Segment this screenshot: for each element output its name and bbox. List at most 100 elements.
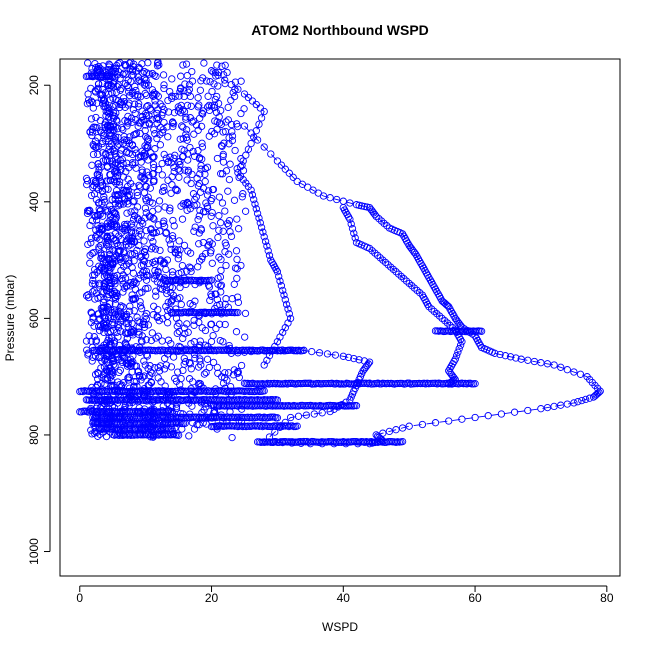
data-point — [300, 346, 308, 355]
data-point — [255, 120, 263, 128]
data-point — [187, 102, 195, 110]
data-point — [524, 406, 532, 415]
data-point — [104, 254, 112, 263]
data-point — [216, 282, 225, 290]
data-point — [112, 192, 120, 200]
data-point — [190, 316, 198, 325]
data-point — [194, 363, 203, 371]
data-point — [131, 91, 139, 100]
data-point — [149, 238, 157, 246]
data-point — [496, 350, 504, 359]
data-point — [208, 240, 216, 248]
data-point — [194, 182, 203, 190]
data-point — [241, 309, 250, 318]
data-layer — [76, 59, 604, 448]
data-point — [330, 405, 338, 413]
data-point — [275, 272, 283, 281]
data-point — [114, 81, 122, 89]
data-point — [233, 274, 241, 283]
data-point — [148, 199, 157, 207]
data-point — [104, 242, 112, 250]
data-point — [117, 146, 126, 154]
data-point — [127, 179, 135, 188]
data-point — [151, 271, 159, 280]
data-point — [241, 333, 249, 341]
data-point — [160, 118, 168, 127]
data-point — [90, 248, 98, 257]
data-point — [228, 295, 236, 303]
data-point — [107, 232, 115, 240]
data-point — [215, 320, 224, 328]
data-point — [326, 194, 334, 202]
data-point — [219, 158, 228, 166]
data-point — [194, 146, 202, 155]
data-point — [140, 273, 148, 281]
data-point — [164, 176, 172, 184]
data-point — [383, 222, 391, 230]
data-point — [120, 284, 129, 292]
data-point — [491, 349, 499, 357]
data-point — [111, 257, 119, 266]
data-point — [95, 171, 103, 179]
data-point — [449, 324, 457, 332]
data-point — [506, 353, 515, 361]
data-point — [215, 253, 223, 261]
data-point — [152, 228, 160, 237]
data-point — [209, 222, 217, 230]
data-point — [455, 345, 463, 353]
data-point — [267, 150, 275, 158]
data-point — [142, 336, 150, 344]
data-point — [176, 87, 184, 96]
data-point — [441, 317, 449, 325]
data-point — [88, 357, 96, 365]
data-point — [106, 288, 114, 297]
data-point — [430, 307, 438, 316]
data-point — [120, 224, 129, 233]
data-point — [234, 308, 242, 317]
data-point — [138, 107, 146, 115]
data-point — [197, 225, 205, 233]
data-point — [134, 317, 142, 325]
data-point — [155, 197, 164, 205]
data-point — [339, 352, 347, 360]
data-point — [125, 59, 134, 67]
data-point — [271, 428, 279, 436]
data-point — [134, 367, 143, 375]
data-point — [576, 370, 585, 378]
data-point — [162, 286, 171, 294]
data-point — [263, 242, 271, 250]
data-point — [113, 168, 122, 177]
data-point — [456, 341, 465, 349]
data-point — [202, 77, 211, 85]
data-point — [557, 363, 565, 371]
data-point — [137, 253, 145, 261]
data-point — [128, 319, 136, 328]
data-point — [281, 165, 289, 173]
data-point — [135, 181, 143, 190]
data-point — [141, 175, 149, 183]
data-point — [189, 378, 197, 386]
data-point — [103, 233, 111, 241]
data-point — [142, 79, 150, 87]
data-point — [151, 245, 160, 253]
data-point — [89, 315, 97, 323]
data-point — [99, 157, 107, 165]
data-point — [227, 80, 235, 89]
data-point — [152, 292, 160, 300]
data-point — [279, 438, 287, 447]
data-point — [118, 314, 127, 323]
data-point — [319, 192, 328, 200]
data-point — [85, 332, 93, 340]
data-point — [84, 351, 92, 359]
data-point — [363, 203, 371, 211]
data-point — [269, 438, 278, 446]
data-point — [169, 122, 177, 131]
data-point — [256, 219, 264, 227]
data-point — [86, 207, 94, 215]
data-point — [125, 88, 133, 96]
data-point — [160, 222, 169, 230]
data-point — [86, 221, 94, 230]
data-point — [157, 123, 165, 132]
data-point — [101, 370, 109, 378]
